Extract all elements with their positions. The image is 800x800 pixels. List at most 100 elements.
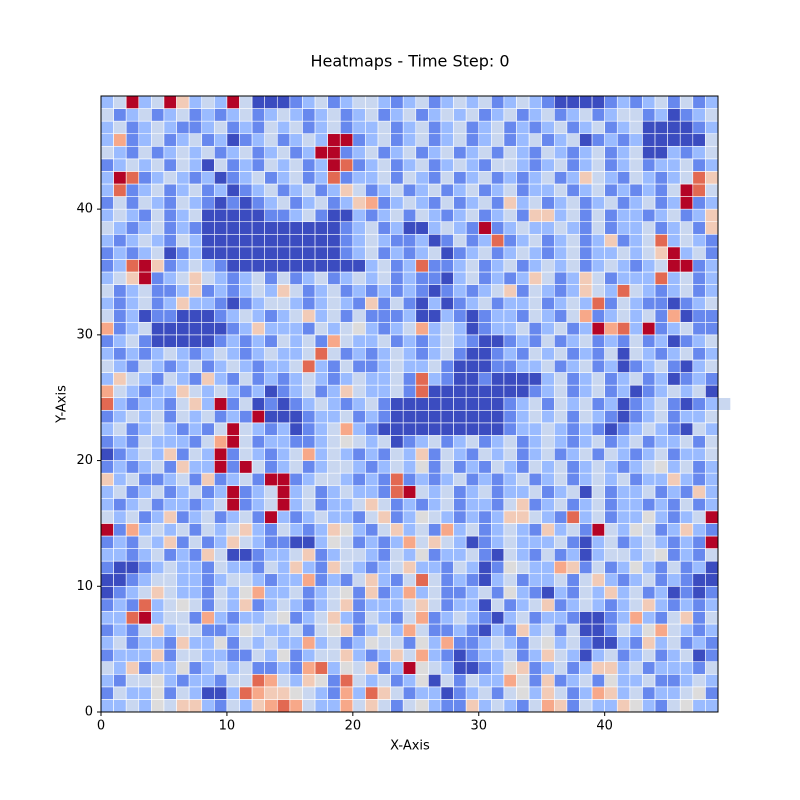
- heatmap-cell: [503, 296, 517, 311]
- heatmap-cell: [125, 510, 140, 524]
- heatmap-cell: [440, 435, 454, 449]
- heatmap-cell: [616, 435, 631, 449]
- heatmap-cell: [264, 497, 278, 512]
- heatmap-cell: [604, 359, 618, 373]
- heatmap-cell: [415, 510, 429, 524]
- heatmap-cell: [138, 573, 152, 587]
- heatmap-cell: [188, 560, 203, 575]
- heatmap-cell: [478, 347, 492, 361]
- heatmap-cell: [176, 573, 190, 587]
- heatmap-cell: [667, 497, 681, 512]
- heatmap-cell: [478, 447, 492, 461]
- heatmap-cell: [314, 246, 328, 260]
- heatmap-cell: [478, 284, 492, 298]
- heatmap-cell: [440, 623, 454, 637]
- heatmap-cell: [503, 548, 517, 562]
- heatmap-cell: [566, 699, 580, 713]
- heatmap-cell: [478, 321, 492, 336]
- heatmap-cell: [554, 133, 568, 147]
- heatmap-cell: [604, 585, 618, 600]
- heatmap-cell: [302, 158, 316, 172]
- heatmap-cell: [440, 598, 454, 612]
- heatmap-cell: [226, 686, 240, 700]
- heatmap-cell: [667, 535, 681, 549]
- heatmap-cell: [339, 108, 354, 122]
- heatmap-cell: [239, 133, 253, 147]
- heatmap-cell: [289, 120, 303, 135]
- heatmap-cell: [302, 397, 316, 411]
- heatmap-cell: [503, 208, 517, 223]
- heatmap-cell: [226, 108, 240, 122]
- heatmap-cell: [465, 686, 480, 700]
- heatmap-cell: [100, 447, 114, 461]
- heatmap-cell: [503, 196, 517, 210]
- heatmap-cell: [314, 183, 328, 197]
- heatmap-cell: [226, 510, 240, 524]
- heatmap-cell: [201, 648, 215, 663]
- heatmap-cell: [415, 133, 429, 147]
- heatmap-cell: [138, 171, 152, 185]
- heatmap-cell: [591, 171, 605, 185]
- heatmap-cell: [692, 309, 706, 323]
- heatmap-cell: [453, 347, 467, 361]
- heatmap-cell: [428, 133, 442, 147]
- heatmap-cell: [100, 347, 114, 361]
- heatmap-cell: [251, 560, 265, 575]
- heatmap-cell: [566, 309, 580, 323]
- heatmap-cell: [591, 334, 605, 348]
- heatmap-cell: [138, 334, 152, 348]
- heatmap-cell: [352, 372, 366, 386]
- heatmap-cell: [705, 460, 719, 474]
- heatmap-cell: [503, 133, 517, 147]
- heatmap-cell: [591, 661, 605, 675]
- heatmap-cell: [654, 221, 668, 235]
- heatmap-cell: [516, 334, 530, 348]
- heatmap-cell: [491, 372, 505, 386]
- heatmap-cell: [100, 409, 114, 424]
- heatmap-cell: [201, 120, 215, 135]
- heatmap-cell: [327, 120, 341, 135]
- heatmap-cell: [465, 221, 480, 235]
- heatmap-cell: [415, 435, 429, 449]
- heatmap-cell: [541, 246, 555, 260]
- heatmap-cell: [491, 108, 505, 122]
- heatmap-cell: [415, 120, 429, 135]
- heatmap-cell: [176, 309, 190, 323]
- heatmap-cell: [604, 636, 618, 650]
- heatmap-cell: [591, 485, 605, 499]
- heatmap-cell: [491, 296, 505, 311]
- heatmap-cell: [554, 560, 568, 575]
- heatmap-cell: [113, 108, 127, 122]
- heatmap-cell: [201, 321, 215, 336]
- heatmap-cell: [214, 485, 228, 499]
- heatmap-cell: [642, 397, 656, 411]
- heatmap-cell: [579, 196, 593, 210]
- heatmap-cell: [465, 284, 480, 298]
- heatmap-cell: [113, 422, 127, 436]
- heatmap-cell: [276, 309, 291, 323]
- heatmap-cell: [176, 296, 190, 311]
- heatmap-cell: [163, 95, 177, 109]
- heatmap-cell: [579, 259, 593, 273]
- heatmap-cell: [327, 95, 341, 109]
- heatmap-cell: [201, 183, 215, 197]
- heatmap-cell: [503, 485, 517, 499]
- heatmap-cell: [516, 108, 530, 122]
- heatmap-cell: [100, 673, 114, 688]
- heatmap-cell: [151, 523, 165, 537]
- heatmap-cell: [327, 485, 341, 499]
- heatmap-cell: [352, 221, 366, 235]
- heatmap-cell: [251, 598, 265, 612]
- heatmap-cell: [251, 145, 265, 160]
- heatmap-cell: [465, 296, 480, 311]
- heatmap-cell: [591, 120, 605, 135]
- heatmap-cell: [201, 384, 215, 399]
- heatmap-cell: [100, 120, 114, 135]
- heatmap-cell: [113, 472, 127, 487]
- heatmap-cell: [654, 158, 668, 172]
- heatmap-cell: [163, 384, 177, 399]
- heatmap-cell: [667, 661, 681, 675]
- heatmap-cell: [516, 623, 530, 637]
- heatmap-cell: [390, 435, 404, 449]
